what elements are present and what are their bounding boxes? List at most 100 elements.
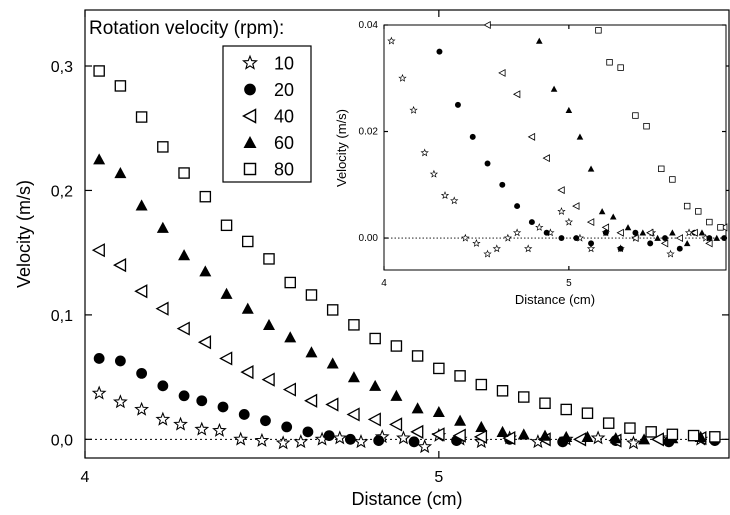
inset-points — [387, 21, 728, 258]
inset-point-triangle-left-open-series-40 — [705, 239, 713, 248]
main-point-star-open-series-10 — [233, 431, 249, 446]
inset-point-star-open-series-10 — [387, 36, 396, 45]
legend-label-40: 40 — [274, 107, 294, 127]
inset-point-square-open-series-80 — [695, 208, 702, 215]
main-point-triangle-up-filled-series-60 — [475, 420, 488, 432]
main-point-triangle-left-open-series-40 — [431, 427, 445, 442]
main-point-square-open-series-80 — [709, 431, 721, 443]
main-point-circle-filled-series-20 — [323, 430, 335, 441]
main-point-triangle-left-open-series-40 — [650, 432, 664, 447]
inset-point-triangle-up-filled-series-60 — [713, 234, 721, 241]
main-point-square-open-series-80 — [178, 167, 190, 179]
inset-point-triangle-up-filled-series-60 — [598, 208, 606, 215]
inset-point-circle-filled-series-20 — [676, 245, 683, 252]
inset-point-star-open-series-10 — [461, 233, 470, 242]
inset-point-circle-filled-series-20 — [662, 235, 668, 242]
main-point-square-open-series-80 — [560, 403, 572, 416]
inset-point-triangle-up-filled-series-60 — [587, 165, 595, 172]
inset-point-triangle-left-open-series-40 — [660, 239, 669, 248]
main-y-axis-label: Velocity (m/s) — [14, 180, 34, 288]
inset-point-star-open-series-10 — [666, 249, 675, 258]
main-point-square-open-series-80 — [518, 391, 530, 403]
legend-label-60: 60 — [274, 133, 294, 153]
inset-point-circle-filled-series-20 — [454, 101, 461, 108]
inset-point-triangle-left-open-series-40 — [512, 90, 521, 99]
inset-point-circle-filled-series-20 — [543, 229, 550, 236]
legend-label-80: 80 — [274, 160, 294, 180]
inset-ticks: 4 5 0.00 0.02 0.04 — [359, 20, 726, 289]
main-point-triangle-up-filled-series-60 — [263, 318, 275, 330]
inset-point-circle-filled-series-20 — [602, 229, 609, 236]
inset-point-star-open-series-10 — [409, 105, 418, 114]
main-point-triangle-left-open-series-40 — [502, 430, 516, 446]
main-point-square-open-series-80 — [348, 319, 360, 331]
inset-point-triangle-left-open-series-40 — [498, 68, 506, 77]
inset-x-axis-label: Distance (cm) — [515, 292, 595, 307]
main-point-square-open-series-80 — [93, 65, 105, 77]
inset-point-circle-filled-series-20 — [573, 235, 580, 242]
inset-point-star-open-series-10 — [524, 244, 533, 253]
inset-point-star-open-series-10 — [535, 223, 544, 231]
main-point-triangle-left-open-series-40 — [219, 351, 233, 366]
inset-point-square-open-series-80 — [683, 202, 691, 210]
main-point-triangle-up-filled-series-60 — [305, 346, 318, 358]
main-point-triangle-left-open-series-40 — [112, 258, 127, 273]
main-point-triangle-up-filled-series-60 — [517, 428, 530, 440]
main-point-triangle-up-filled-series-60 — [496, 425, 509, 437]
inset-point-triangle-up-filled-series-60 — [683, 240, 691, 247]
main-point-triangle-left-open-series-40 — [452, 428, 466, 443]
main-point-square-open-series-80 — [305, 289, 318, 301]
main-point-triangle-left-open-series-40 — [261, 372, 275, 387]
inset-point-triangle-up-filled-series-60 — [609, 213, 617, 220]
main-point-star-open-series-10 — [293, 434, 309, 449]
main-plot-frame — [84, 9, 730, 459]
inset-point-triangle-left-open-series-40 — [616, 228, 624, 237]
main-point-square-open-series-80 — [645, 426, 657, 438]
inset-point-square-open-series-80 — [706, 218, 713, 226]
main-point-square-open-series-80 — [284, 276, 296, 289]
main-point-triangle-left-open-series-40 — [282, 382, 296, 397]
main-point-star-open-series-10 — [155, 411, 171, 426]
main-ticks: 4 5 0,0 0,1 0,2 0,3 — [51, 10, 729, 486]
main-point-triangle-up-filled-series-60 — [114, 167, 127, 179]
main-plot: 4 5 0,0 0,1 0,2 0,3 Distance (cm) Velocity (m… — [14, 9, 730, 509]
main-y-tick-label: 0,0 — [51, 432, 73, 449]
legend-marker-20 — [244, 83, 256, 96]
inset-plot-frame — [383, 24, 727, 271]
main-point-circle-filled-series-20 — [157, 380, 169, 392]
main-point-star-open-series-10 — [112, 394, 128, 409]
main-point-triangle-up-filled-series-60 — [454, 414, 467, 426]
inset-point-square-open-series-80 — [717, 224, 724, 231]
main-point-square-open-series-80 — [687, 429, 700, 442]
legend-marker-80 — [243, 162, 257, 176]
inset-point-circle-filled-series-20 — [632, 229, 639, 236]
main-point-triangle-left-open-series-40 — [367, 412, 381, 427]
inset-y-tick-label: 0.00 — [359, 233, 379, 244]
main-point-star-open-series-10 — [353, 434, 369, 449]
inset-point-star-open-series-10 — [440, 191, 450, 199]
inset-point-square-open-series-80 — [669, 176, 676, 183]
main-point-circle-filled-series-20 — [114, 355, 126, 367]
inset-point-circle-filled-series-20 — [484, 160, 491, 167]
main-point-star-open-series-10 — [194, 421, 210, 436]
inset-point-star-open-series-10 — [483, 249, 492, 258]
main-point-square-open-series-80 — [581, 407, 594, 419]
main-point-circle-filled-series-20 — [136, 367, 148, 379]
main-point-square-open-series-80 — [539, 397, 551, 410]
main-point-square-open-series-80 — [666, 428, 679, 441]
main-point-triangle-up-filled-series-60 — [326, 357, 339, 369]
main-point-circle-filled-series-20 — [238, 409, 250, 420]
inset-point-star-open-series-10 — [503, 233, 512, 242]
inset-point-square-open-series-80 — [658, 165, 665, 173]
main-point-triangle-up-filled-series-60 — [135, 199, 148, 211]
main-point-circle-filled-series-20 — [178, 390, 190, 402]
main-point-circle-filled-series-20 — [217, 401, 229, 413]
legend: Rotation velocity (rpm): 10 20 40 60 80 — [89, 18, 312, 183]
main-point-star-open-series-10 — [626, 435, 641, 450]
main-point-circle-filled-series-20 — [260, 415, 271, 427]
inset-point-triangle-left-open-series-40 — [483, 21, 491, 29]
inset-point-circle-filled-series-20 — [721, 235, 728, 242]
main-point-square-open-series-80 — [411, 350, 424, 362]
main-point-triangle-left-open-series-40 — [134, 284, 148, 299]
legend-box — [222, 45, 312, 183]
